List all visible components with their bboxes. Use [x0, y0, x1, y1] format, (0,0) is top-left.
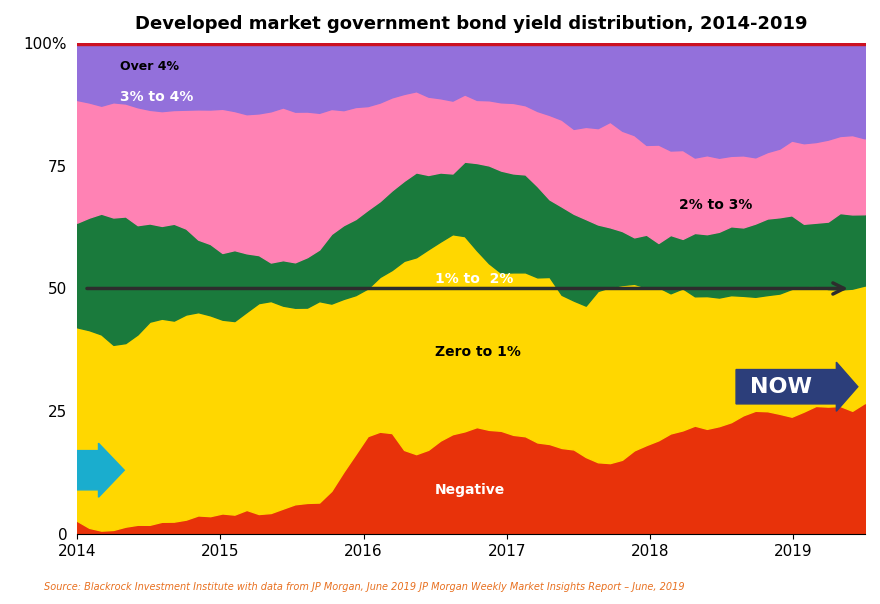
Text: Over 4%: Over 4%	[120, 60, 179, 73]
FancyArrow shape	[5, 443, 124, 497]
Text: Negative: Negative	[436, 483, 505, 497]
Text: 1% to  2%: 1% to 2%	[436, 272, 514, 286]
Text: Source: Blackrock Investment Institute with data from JP Morgan, June 2019 JP Mo: Source: Blackrock Investment Institute w…	[44, 582, 685, 592]
Text: THEN: THEN	[5, 461, 64, 480]
Title: Developed market government bond yield distribution, 2014-2019: Developed market government bond yield d…	[135, 15, 807, 33]
Text: 2% to 3%: 2% to 3%	[678, 198, 752, 212]
Text: 3% to 4%: 3% to 4%	[120, 90, 194, 104]
Text: Zero to 1%: Zero to 1%	[436, 345, 521, 359]
Text: NOW: NOW	[751, 377, 812, 397]
FancyArrow shape	[736, 362, 858, 411]
